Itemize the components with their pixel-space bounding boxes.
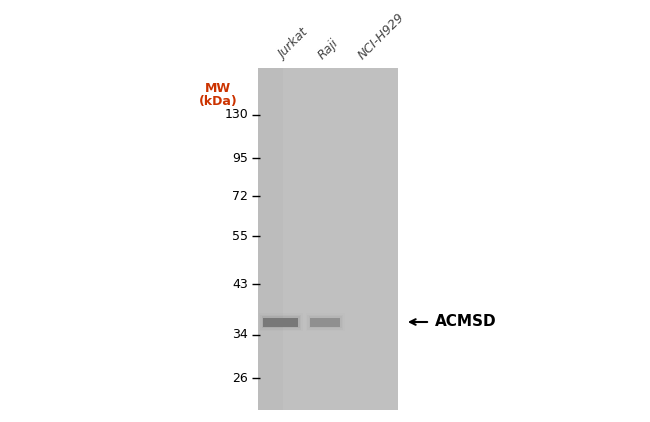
Text: 34: 34 bbox=[232, 328, 248, 341]
Text: 26: 26 bbox=[232, 371, 248, 384]
Bar bbox=[261, 316, 300, 328]
Text: 130: 130 bbox=[224, 108, 248, 122]
Text: Jurkat: Jurkat bbox=[276, 27, 311, 62]
Text: Raji: Raji bbox=[316, 36, 341, 62]
Text: MW: MW bbox=[205, 82, 231, 95]
Bar bbox=[309, 316, 341, 328]
Bar bbox=[263, 317, 298, 327]
Bar bbox=[258, 68, 398, 410]
Text: NCI-H929: NCI-H929 bbox=[356, 11, 408, 62]
Text: (kDa): (kDa) bbox=[199, 95, 237, 108]
Bar bbox=[307, 314, 343, 330]
Bar bbox=[306, 313, 345, 331]
Bar bbox=[258, 68, 283, 410]
Bar bbox=[259, 313, 302, 331]
Text: 72: 72 bbox=[232, 189, 248, 203]
Text: ACMSD: ACMSD bbox=[435, 314, 497, 330]
Text: 95: 95 bbox=[232, 151, 248, 165]
Text: 55: 55 bbox=[232, 230, 248, 243]
Bar bbox=[310, 317, 340, 327]
Text: 43: 43 bbox=[232, 278, 248, 290]
Bar bbox=[260, 314, 301, 330]
